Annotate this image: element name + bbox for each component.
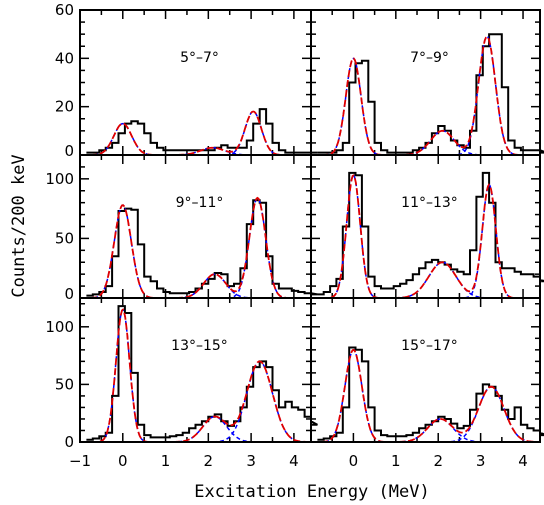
y-tick-label: 0 <box>64 142 74 160</box>
panel-label: 13°–15° <box>171 338 228 354</box>
panel-label: 15°–17° <box>401 338 458 354</box>
x-tick-label: 2 <box>204 452 214 470</box>
x-tick-label: −1 <box>69 452 91 470</box>
panel-frame <box>310 297 541 443</box>
x-tick-label: 2 <box>433 452 443 470</box>
y-axis-title: Counts/200 keV <box>9 154 29 297</box>
y-tick-label: 50 <box>55 375 74 393</box>
peak-fit-2 <box>80 273 311 299</box>
y-tick-label: 100 <box>45 318 74 336</box>
x-tick-label: 4 <box>289 452 299 470</box>
panel-4: 11°–13° <box>310 154 544 299</box>
panel-3: 9°–11° <box>79 154 318 299</box>
x-tick-label: 3 <box>246 452 256 470</box>
panel-label: 7°–9° <box>410 50 449 66</box>
histogram-series <box>317 346 544 441</box>
total-fit <box>80 308 311 443</box>
histogram-series <box>86 199 318 297</box>
panel-frame <box>310 9 541 156</box>
x-tick-label: 3 <box>476 452 486 470</box>
x-tick-label: 0 <box>118 452 128 470</box>
y-tick-label: 40 <box>55 49 74 67</box>
y-tick-label: 60 <box>55 1 74 19</box>
y-tick-label: 20 <box>55 98 74 116</box>
total-fit <box>311 35 540 156</box>
panel-frame <box>79 154 312 299</box>
panel-label: 11°–13° <box>401 195 458 211</box>
y-tick-label: 100 <box>45 170 74 188</box>
peak-fit-2 <box>80 415 311 443</box>
peak-fit-1 <box>311 57 540 156</box>
x-axis-title: Excitation Energy (MeV) <box>194 482 429 502</box>
x-tick-label: 4 <box>518 452 528 470</box>
x-tick-label: 0 <box>349 452 359 470</box>
panel-1: 5°–7° <box>79 9 318 156</box>
x-tick-label: 1 <box>391 452 401 470</box>
total-fit <box>311 174 540 299</box>
y-tick-label: 0 <box>64 433 74 451</box>
histogram-series <box>86 305 318 441</box>
total-fit <box>80 110 311 156</box>
peak-fit-1 <box>80 308 311 443</box>
x-tick-label: 1 <box>161 452 171 470</box>
panel-label: 5°–7° <box>180 50 219 66</box>
panel-2: 7°–9° <box>310 9 544 156</box>
total-fit <box>311 348 540 443</box>
panel-5: 13°–15° <box>79 297 318 443</box>
total-fit <box>80 196 311 299</box>
histogram-series <box>317 33 544 154</box>
y-tick-label: 0 <box>64 285 74 303</box>
y-tick-label: 50 <box>55 229 74 247</box>
histogram-series <box>317 171 544 296</box>
histogram-series <box>86 108 318 154</box>
panel-6: 15°–17° <box>310 297 544 443</box>
panel-label: 9°–11° <box>176 195 224 211</box>
